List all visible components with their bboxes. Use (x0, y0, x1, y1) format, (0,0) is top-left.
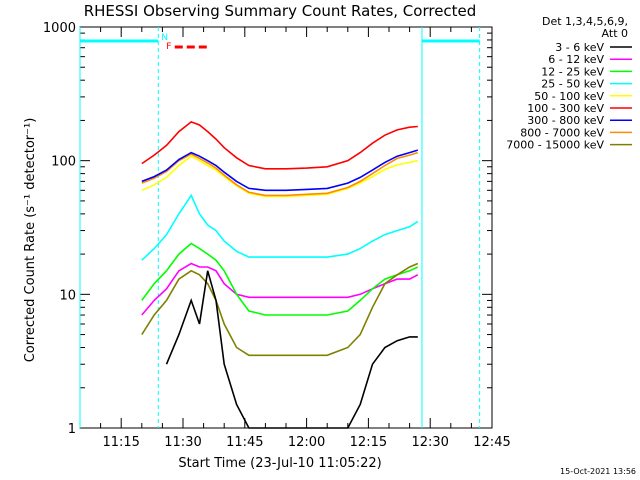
series-line-100-300-kev (141, 120, 418, 170)
x-tick-label: 11:45 (226, 435, 263, 450)
legend-entry-label: 800 - 7000 keV (520, 126, 604, 139)
y-tick-label: 1 (68, 422, 76, 437)
chart-title: RHESSI Observing Summary Count Rates, Co… (84, 2, 477, 20)
legend-header-line: Det 1,3,4,5,6,9, (542, 15, 628, 28)
flare-label: F (166, 42, 171, 52)
series-line-6-12-kev (141, 262, 419, 316)
plot-area: 1 10 100 1000 11:15 11:30 11:45 12:00 12:15 12:30… (43, 21, 511, 450)
legend-entry-label: 3 - 6 keV (555, 41, 604, 54)
x-tick-label: 12:15 (350, 435, 387, 450)
x-tick-label: 11:15 (102, 435, 139, 450)
legend-header-line: Att 0 (602, 27, 628, 40)
y-axis-label: Corrected Count Rate (s⁻¹ detector⁻¹) (23, 118, 38, 363)
series-line-3-6-kev (165, 270, 418, 429)
series-line-50-100-kev (141, 155, 418, 198)
x-tick-label: 12:30 (411, 435, 448, 450)
night-label: N (161, 33, 168, 43)
series-line-7000-15000-kev (141, 262, 419, 357)
legend-entry-label: 300 - 800 keV (527, 114, 604, 127)
series-line-12-25-kev (141, 242, 419, 316)
series-line-25-50-kev (141, 193, 419, 261)
legend-entry-label: 100 - 300 keV (527, 102, 604, 115)
x-tick-label: 12:45 (473, 435, 510, 450)
x-tick-label: 11:30 (164, 435, 201, 450)
legend-entry-label: 7000 - 15000 keV (506, 139, 604, 152)
series-line-300-800-kev (141, 149, 419, 192)
timestamp: 15-Oct-2021 13:56 (560, 467, 636, 476)
y-tick-label: 10 (59, 288, 76, 303)
x-axis-label: Start Time (23-Jul-10 11:05:22) (178, 456, 381, 471)
legend-entry-label: 6 - 12 keV (548, 53, 604, 66)
plot-frame (79, 26, 493, 429)
y-tick-label: 100 (51, 155, 76, 170)
legend-entry-label: 50 - 100 keV (534, 90, 604, 103)
y-tick-label: 1000 (43, 21, 76, 36)
series-line-800-7000-kev (141, 151, 419, 197)
legend-entry-label: 25 - 50 keV (541, 78, 604, 91)
x-tick-label: 12:00 (288, 435, 325, 450)
legend-entry-label: 12 - 25 keV (541, 65, 604, 78)
